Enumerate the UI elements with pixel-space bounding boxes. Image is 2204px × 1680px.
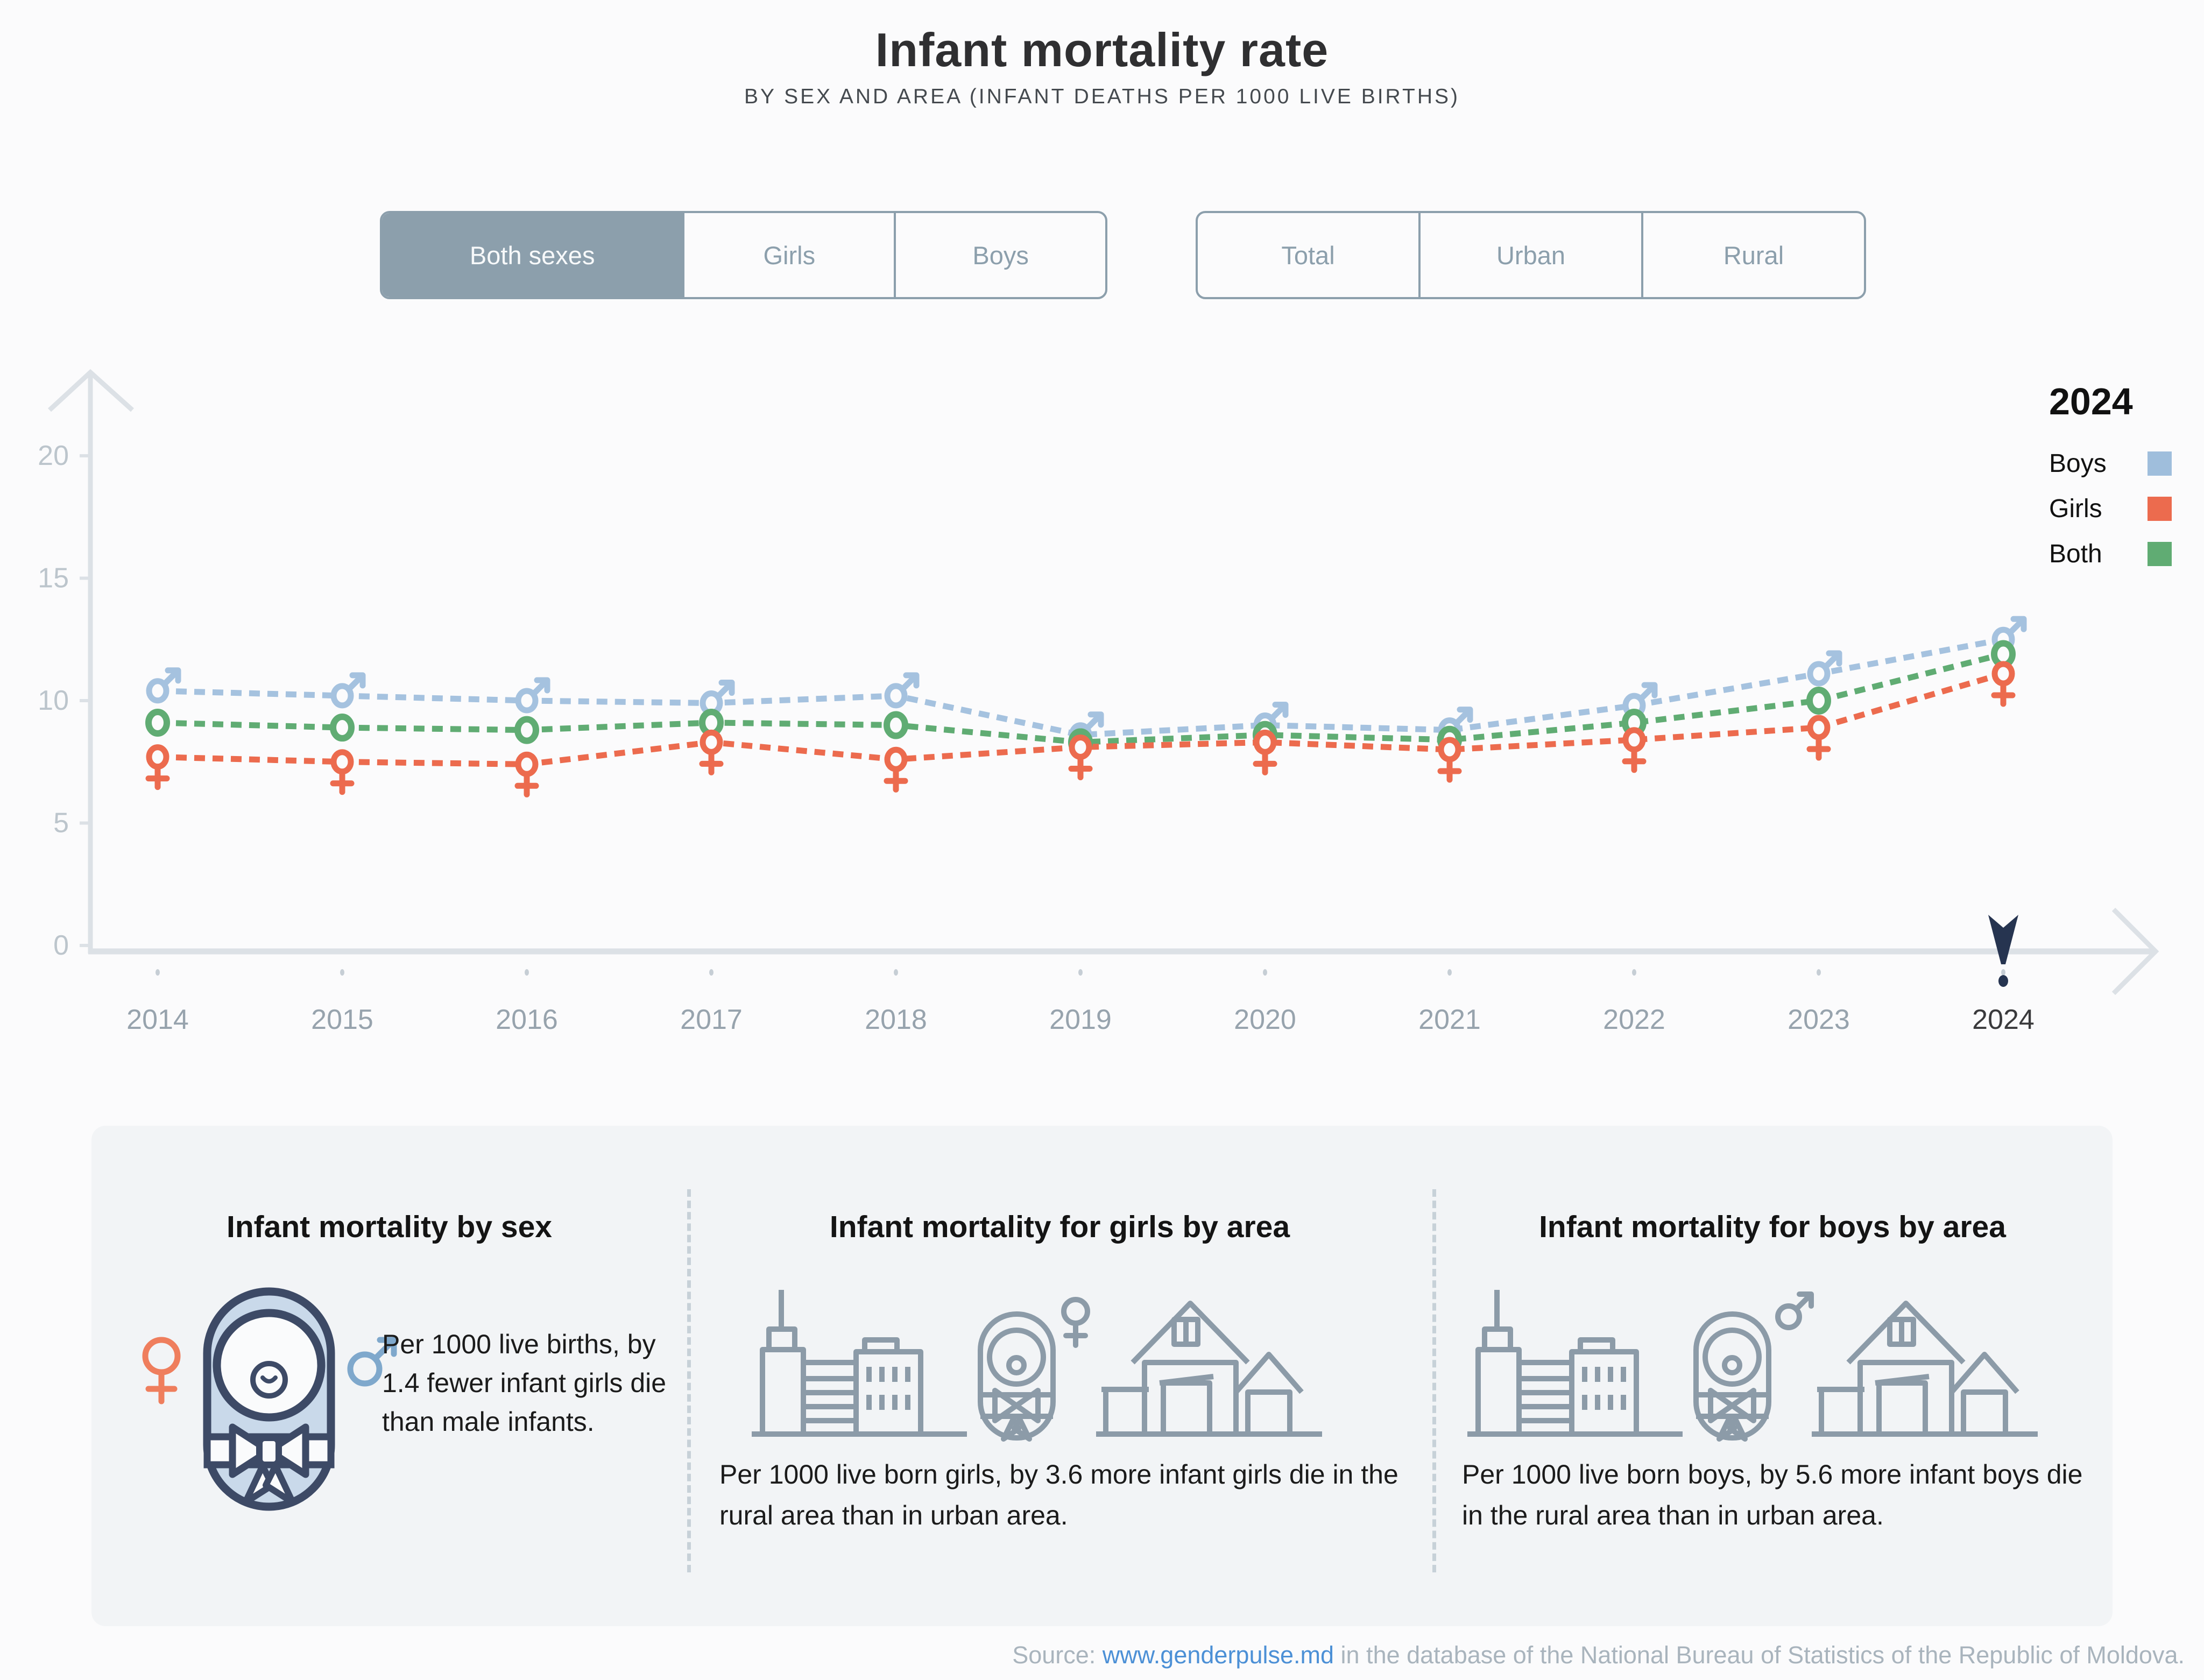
card-mortality-by-sex: Infant mortality by sex (91, 1126, 687, 1626)
boys-swatch-icon (2148, 451, 2172, 476)
card-text: Per 1000 live born girls, by 3.6 more in… (719, 1459, 1398, 1530)
year-dot (156, 969, 160, 976)
year-dot (1632, 969, 1636, 976)
source-prefix: Source: (1012, 1641, 1103, 1669)
legend-label-girls: Girls (2049, 495, 2102, 523)
year-label: 2016 (496, 1004, 558, 1035)
city-icon (1467, 1290, 1683, 1437)
baby-icon (1693, 1311, 1771, 1442)
year-dot (1078, 969, 1083, 976)
baby-icon (203, 1287, 335, 1511)
y-tick-label: 10 (38, 685, 69, 716)
year-dot (894, 969, 898, 976)
card-boys-by-area: Infant mortality for boys by area (1432, 1126, 2113, 1626)
page-subtitle: BY SEX AND AREA (INFANT DEATHS PER 1000 … (744, 85, 1460, 108)
y-tick-label: 15 (38, 563, 69, 594)
year-label: 2021 (1418, 1004, 1481, 1035)
toggle-boys[interactable]: Boys (896, 213, 1105, 297)
x-axis-arrow-icon (2111, 907, 2159, 996)
year-label: 2018 (865, 1004, 927, 1035)
y-tick-label: 0 (53, 930, 69, 961)
legend-label-both: Both (2049, 540, 2102, 568)
year-label: 2020 (1234, 1004, 1296, 1035)
year-dot (340, 969, 344, 976)
card-text: Per 1000 live births, by 1.4 fewer infan… (382, 1329, 667, 1437)
house-icon (1812, 1301, 2038, 1437)
year-label: 2023 (1788, 1004, 1850, 1035)
card-divider (1432, 1189, 1436, 1572)
source-link[interactable]: www.genderpulse.md (1102, 1641, 1334, 1669)
card-title: Infant mortality for boys by area (1539, 1210, 2006, 1244)
baby-by-sex-illustration (142, 1287, 397, 1511)
year-dot (2001, 969, 2005, 976)
year-pointer-icon (1988, 915, 2018, 964)
y-tick-label: 5 (53, 808, 69, 839)
year-label: 2019 (1049, 1004, 1112, 1035)
girls-area-illustration (752, 1290, 1322, 1442)
year-dot (1263, 969, 1267, 976)
toggle-total[interactable]: Total (1198, 213, 1421, 297)
page-title: Infant mortality rate (875, 23, 1329, 76)
baby-icon (978, 1311, 1056, 1442)
male-icon (1775, 1291, 1814, 1330)
card-girls-by-area: Infant mortality for girls by area (687, 1126, 1432, 1626)
city-icon (752, 1290, 967, 1437)
year-label: 2024 (1972, 1004, 2035, 1035)
boys-area-illustration (1467, 1290, 2038, 1442)
chart-legend: 2024 Boys Girls Both (2010, 380, 2172, 569)
year-label: 2022 (1603, 1004, 1665, 1035)
area-toggle-group: Total Urban Rural (1196, 211, 1866, 299)
girls-swatch-icon (2148, 497, 2172, 521)
year-dot (1817, 969, 1821, 976)
line-chart: 0 5 10 15 20 2014 2015 2016 2017 2018 2019 2020 2021… (38, 369, 2159, 1035)
card-divider (687, 1189, 691, 1572)
year-dot (525, 969, 529, 976)
series-line-boys (157, 636, 2004, 738)
toggle-girls[interactable]: Girls (684, 213, 896, 297)
y-tick-label: 20 (38, 440, 69, 471)
card-title: Infant mortality for girls by area (829, 1210, 1290, 1244)
sex-toggle-group: Both sexes Girls Boys (380, 211, 1107, 299)
legend-row-girls: Girls (2010, 494, 2172, 524)
year-dot (709, 969, 714, 976)
card-title: Infant mortality by sex (227, 1210, 552, 1244)
house-icon (1096, 1301, 1322, 1437)
card-text: Per 1000 live born boys, by 5.6 more inf… (1462, 1459, 2083, 1530)
legend-label-boys: Boys (2049, 449, 2107, 478)
toggle-rural[interactable]: Rural (1643, 213, 1864, 297)
legend-row-both: Both (2010, 539, 2172, 569)
year-label: 2015 (311, 1004, 373, 1035)
legend-year: 2024 (2049, 380, 2133, 422)
toggle-urban[interactable]: Urban (1421, 213, 1643, 297)
year-dot (1447, 969, 1452, 976)
year-label: 2017 (680, 1004, 743, 1035)
male-icon (347, 1337, 397, 1387)
source-line: Source: www.genderpulse.md in the databa… (1012, 1641, 2185, 1669)
both-swatch-icon (2148, 542, 2172, 566)
toggle-both-sexes[interactable]: Both sexes (382, 213, 685, 297)
year-label: 2014 (126, 1004, 189, 1035)
source-suffix: in the database of the National Bureau o… (1334, 1641, 2185, 1669)
female-icon (142, 1337, 181, 1404)
legend-row-boys: Boys (2010, 449, 2172, 478)
y-axis-arrow-icon (47, 369, 135, 412)
female-icon (1061, 1297, 1090, 1348)
info-cards-panel: Infant mortality by sex (91, 1126, 2113, 1626)
